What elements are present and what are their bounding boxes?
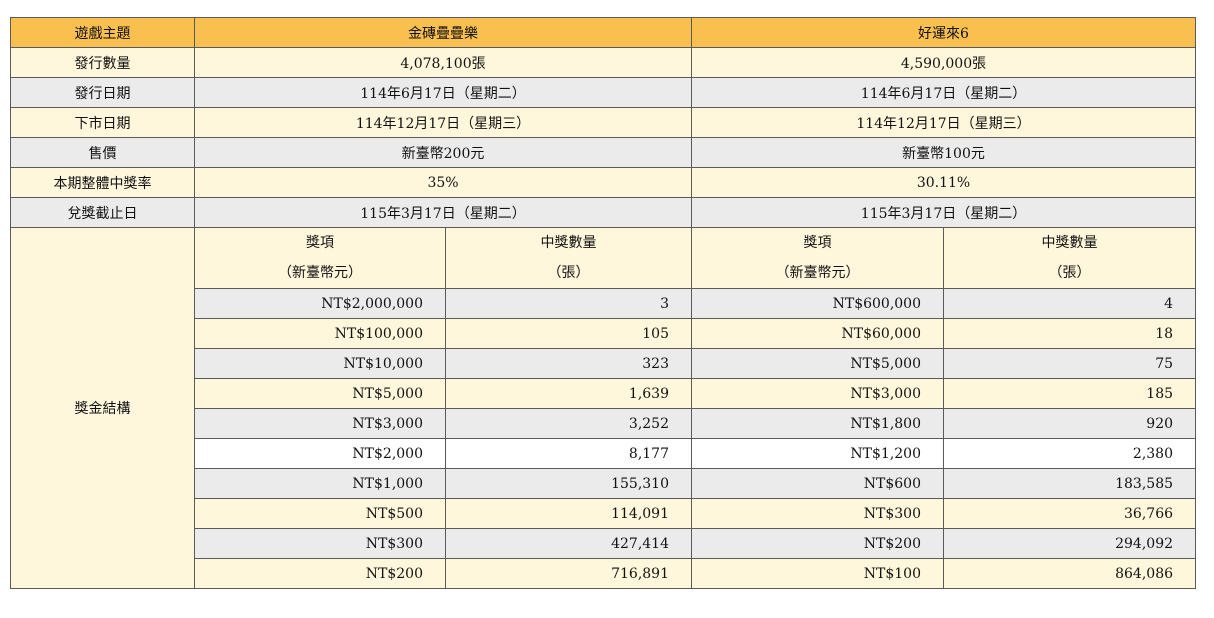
prize-header-line2: （新臺幣元） xyxy=(278,265,362,281)
prize-row: NT$2,000,000 3 NT$600,000 4 xyxy=(11,288,1197,319)
count-header-line1: 中獎數量 xyxy=(1041,235,1098,251)
game1-prize: NT$10,000 xyxy=(194,348,446,379)
info-label: 本期整體中獎率 xyxy=(10,167,195,198)
info-label: 兌獎截止日 xyxy=(10,197,195,228)
game2-prize: NT$200 xyxy=(691,528,944,559)
game2-count-header: 中獎數量 （張） xyxy=(942,227,1197,289)
game2-title: 好運來6 xyxy=(690,17,1197,48)
game1-prize: NT$3,000 xyxy=(194,408,446,439)
header-row: 遊戲主題 金磚疊疊樂 好運來6 xyxy=(10,17,1197,48)
info-row: 本期整體中獎率 35% 30.11% xyxy=(10,167,1197,198)
game1-prize-header: 獎項 （新臺幣元） xyxy=(194,227,446,289)
prize-header-line1: 獎項 xyxy=(803,235,832,251)
prize-row: NT$1,000 155,310 NT$600 183,585 xyxy=(11,468,1197,499)
game1-count: 8,177 xyxy=(445,438,692,469)
game1-value: 35% xyxy=(194,167,692,198)
game2-prize: NT$3,000 xyxy=(691,378,944,409)
game2-prize: NT$100 xyxy=(691,558,944,589)
info-label: 下市日期 xyxy=(10,107,195,138)
game1-count-header: 中獎數量 （張） xyxy=(445,227,692,289)
game2-prize: NT$1,800 xyxy=(691,408,944,439)
game1-value: 新臺幣200元 xyxy=(194,137,692,168)
info-row: 發行日期 114年6月17日（星期二） 114年6月17日（星期二） xyxy=(10,77,1197,108)
game2-count: 294,092 xyxy=(942,528,1197,559)
game1-count: 427,414 xyxy=(445,528,692,559)
game2-value: 30.11% xyxy=(690,167,1197,198)
game1-prize: NT$5,000 xyxy=(194,378,446,409)
prize-row: NT$100,000 105 NT$60,000 18 xyxy=(11,318,1197,349)
count-header-line2: （張） xyxy=(1048,265,1091,281)
info-label: 售價 xyxy=(10,137,195,168)
game1-value: 115年3月17日（星期二） xyxy=(194,197,692,228)
prize-row: NT$5,000 1,639 NT$3,000 185 xyxy=(11,378,1197,409)
info-row: 兌獎截止日 115年3月17日（星期二） 115年3月17日（星期二） xyxy=(10,197,1197,228)
game1-count: 3 xyxy=(445,288,692,319)
game2-value: 4,590,000張 xyxy=(690,47,1197,78)
game2-prize: NT$60,000 xyxy=(691,318,944,349)
info-row: 發行數量 4,078,100張 4,590,000張 xyxy=(10,47,1197,78)
info-label: 發行日期 xyxy=(10,77,195,108)
game2-prize-header: 獎項 （新臺幣元） xyxy=(691,227,944,289)
game1-value: 4,078,100張 xyxy=(194,47,692,78)
game1-value: 114年12月17日（星期三） xyxy=(194,107,692,138)
game2-value: 新臺幣100元 xyxy=(690,137,1197,168)
game2-prize: NT$1,200 xyxy=(691,438,944,469)
game1-value: 114年6月17日（星期二） xyxy=(194,77,692,108)
game2-value: 114年6月17日（星期二） xyxy=(690,77,1197,108)
game2-prize: NT$600 xyxy=(691,468,944,499)
game1-count: 114,091 xyxy=(445,498,692,529)
game1-prize: NT$1,000 xyxy=(194,468,446,499)
prize-header-line1: 獎項 xyxy=(306,235,334,251)
game1-prize: NT$200 xyxy=(194,558,446,589)
game2-count: 18 xyxy=(942,318,1197,349)
game1-count: 1,639 xyxy=(445,378,692,409)
game1-prize: NT$2,000 xyxy=(194,438,446,469)
game1-prize: NT$300 xyxy=(194,528,446,559)
info-row: 下市日期 114年12月17日（星期三） 114年12月17日（星期三） xyxy=(10,107,1197,138)
game1-count: 155,310 xyxy=(445,468,692,499)
count-header-line2: （張） xyxy=(547,265,590,281)
game1-prize: NT$2,000,000 xyxy=(194,288,446,319)
game2-count: 2,380 xyxy=(942,438,1197,469)
game2-count: 185 xyxy=(942,378,1197,409)
prize-structure-label: 獎金結構 xyxy=(10,227,195,589)
game2-value: 115年3月17日（星期二） xyxy=(690,197,1197,228)
game1-prize: NT$100,000 xyxy=(194,318,446,349)
lottery-comparison-table: 遊戲主題 金磚疊疊樂 好運來6 發行數量 4,078,100張 4,590,00… xyxy=(10,17,1197,589)
game1-count: 716,891 xyxy=(445,558,692,589)
prize-subheader-row: 獎金結構 獎項 （新臺幣元） 中獎數量 （張） 獎項 （新臺幣元） 中獎數量 （… xyxy=(10,227,1197,589)
info-row: 售價 新臺幣200元 新臺幣100元 xyxy=(10,137,1197,168)
prize-row: NT$3,000 3,252 NT$1,800 920 xyxy=(11,408,1197,439)
game2-count: 75 xyxy=(942,348,1197,379)
game2-prize: NT$600,000 xyxy=(691,288,944,319)
table-body: 遊戲主題 金磚疊疊樂 好運來6 發行數量 4,078,100張 4,590,00… xyxy=(10,17,1197,589)
game1-count: 323 xyxy=(445,348,692,379)
info-label: 發行數量 xyxy=(10,47,195,78)
prize-header-line2: （新臺幣元） xyxy=(775,265,860,281)
prize-row: NT$2,000 8,177 NT$1,200 2,380 xyxy=(11,438,1197,469)
game1-prize: NT$500 xyxy=(194,498,446,529)
game2-value: 114年12月17日（星期三） xyxy=(690,107,1197,138)
game1-count: 3,252 xyxy=(445,408,692,439)
game1-title: 金磚疊疊樂 xyxy=(194,17,692,48)
game2-count: 4 xyxy=(942,288,1197,319)
game2-count: 920 xyxy=(942,408,1197,439)
header-label: 遊戲主題 xyxy=(10,17,195,48)
game2-count: 36,766 xyxy=(942,498,1197,529)
game2-count: 864,086 xyxy=(942,558,1197,589)
game2-prize: NT$300 xyxy=(691,498,944,529)
prize-row: NT$200 716,891 NT$100 864,086 xyxy=(11,558,1197,589)
game2-prize: NT$5,000 xyxy=(691,348,944,379)
game2-count: 183,585 xyxy=(942,468,1197,499)
game1-count: 105 xyxy=(445,318,692,349)
count-header-line1: 中獎數量 xyxy=(540,235,597,251)
prize-row: NT$10,000 323 NT$5,000 75 xyxy=(11,348,1197,379)
prize-row: NT$300 427,414 NT$200 294,092 xyxy=(11,528,1197,559)
